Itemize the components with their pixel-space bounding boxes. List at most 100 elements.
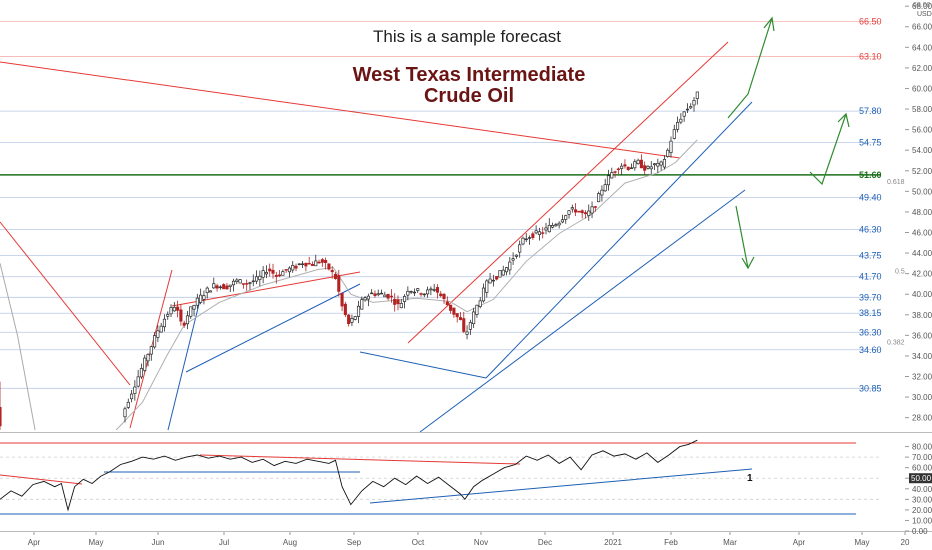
chart-annotation: This is a sample forecast bbox=[373, 27, 561, 46]
y-tick-label: 36.00 bbox=[912, 331, 932, 340]
y-tick-label: 60.00 bbox=[912, 84, 932, 93]
forecast-arrows bbox=[728, 18, 849, 268]
x-tick-label: Dec bbox=[538, 538, 552, 547]
candle-body bbox=[209, 291, 211, 292]
candle-body bbox=[403, 296, 405, 301]
candle-body bbox=[252, 281, 254, 282]
osc-current-value: 50.00 bbox=[911, 474, 932, 483]
candle-body bbox=[624, 165, 626, 166]
y-tick-label: 50.00 bbox=[912, 187, 932, 196]
level-label: 46.30 bbox=[859, 224, 882, 234]
candle-body bbox=[601, 190, 603, 195]
candle-body bbox=[607, 176, 609, 185]
candle-body bbox=[417, 289, 419, 291]
candle-body bbox=[578, 211, 580, 212]
candle-body bbox=[278, 275, 280, 276]
osc-tick-label: 70.00 bbox=[912, 453, 932, 462]
candle-body bbox=[538, 232, 540, 235]
candle-body bbox=[259, 276, 261, 279]
trendlines bbox=[0, 42, 752, 432]
level-label: 57.80 bbox=[859, 106, 882, 116]
candle-body bbox=[180, 310, 182, 321]
candle-body bbox=[370, 293, 372, 294]
candle-body bbox=[367, 296, 369, 299]
candle-body bbox=[476, 305, 478, 314]
candle-body bbox=[127, 402, 129, 407]
candle-body bbox=[397, 300, 399, 304]
level-label: 51.60 bbox=[859, 170, 882, 180]
osc-tick-label: 0.00 bbox=[912, 527, 928, 536]
candle-body bbox=[686, 109, 688, 110]
candle-body bbox=[144, 358, 146, 370]
candle-body bbox=[216, 286, 218, 288]
candle-body bbox=[288, 268, 290, 272]
fib-label: 0.5 bbox=[895, 269, 905, 276]
candle-body bbox=[637, 160, 639, 163]
candle-body bbox=[565, 216, 567, 220]
y-tick-label: 52.00 bbox=[912, 167, 932, 176]
candle-body bbox=[305, 263, 307, 266]
x-tick-label: Sep bbox=[347, 538, 362, 547]
candle-body bbox=[203, 296, 205, 300]
candle-body bbox=[528, 238, 530, 239]
candle-body bbox=[167, 315, 169, 317]
candle-body bbox=[377, 294, 379, 295]
osc-tick-label: 10.00 bbox=[912, 516, 932, 525]
y-tick-label: 48.00 bbox=[912, 208, 932, 217]
y-tick-label: 58.00 bbox=[912, 105, 932, 114]
candle-body bbox=[482, 288, 484, 301]
candle-body bbox=[509, 262, 511, 270]
y-tick-label: 42.00 bbox=[912, 270, 932, 279]
candle-body bbox=[170, 308, 172, 314]
x-tick-label: 20 bbox=[901, 538, 910, 547]
candle-body bbox=[548, 225, 550, 231]
candle-body bbox=[502, 270, 504, 275]
candle-body bbox=[512, 259, 514, 260]
candle-body bbox=[193, 305, 195, 309]
arrow-right-rise bbox=[810, 114, 846, 184]
candle-body bbox=[420, 294, 422, 295]
level-label: 49.40 bbox=[859, 193, 882, 203]
candle-body bbox=[542, 233, 544, 234]
chart-subtitle: Crude Oil bbox=[424, 85, 514, 107]
osc-blue-rise bbox=[370, 469, 752, 503]
candle-body bbox=[400, 303, 402, 307]
candle-body bbox=[328, 264, 330, 269]
candle-body bbox=[634, 162, 636, 168]
candle-body bbox=[390, 296, 392, 297]
candle-body bbox=[640, 160, 642, 168]
candle-body bbox=[199, 295, 201, 302]
candle-body bbox=[140, 368, 142, 376]
candle-body bbox=[150, 347, 152, 355]
ma-polyline bbox=[116, 140, 697, 430]
gray-curve-line bbox=[0, 263, 35, 430]
candle-body bbox=[594, 207, 596, 208]
candle-body bbox=[311, 264, 313, 265]
candle-body bbox=[298, 264, 300, 265]
candle-body bbox=[163, 319, 165, 327]
candle-body bbox=[657, 163, 659, 166]
candle-body bbox=[426, 290, 428, 294]
candle-body bbox=[614, 172, 616, 173]
y-tick-label: 30.00 bbox=[912, 393, 932, 402]
candle-body bbox=[361, 300, 363, 309]
candle-body bbox=[222, 284, 224, 288]
candle-body bbox=[597, 193, 599, 201]
candle-body bbox=[486, 281, 488, 292]
candle-body bbox=[571, 208, 573, 209]
candle-body bbox=[522, 238, 524, 244]
candle-body bbox=[331, 270, 333, 271]
price-axis: 28.0030.0032.0034.0036.0038.0040.0042.00… bbox=[905, 2, 932, 422]
level-label: 38.15 bbox=[859, 308, 882, 318]
candle-body bbox=[354, 317, 356, 320]
y-tick-label: 46.00 bbox=[912, 228, 932, 237]
candle-body bbox=[676, 122, 678, 129]
candle-body bbox=[617, 169, 619, 170]
fib-label: 0.382 bbox=[887, 340, 905, 347]
x-tick-label: May bbox=[88, 538, 103, 547]
candle-body bbox=[604, 185, 606, 191]
candle-body bbox=[666, 150, 668, 156]
y-tick-label: 28.00 bbox=[912, 414, 932, 423]
candle-body bbox=[176, 307, 178, 310]
osc-tick-label: 60.00 bbox=[912, 464, 932, 473]
